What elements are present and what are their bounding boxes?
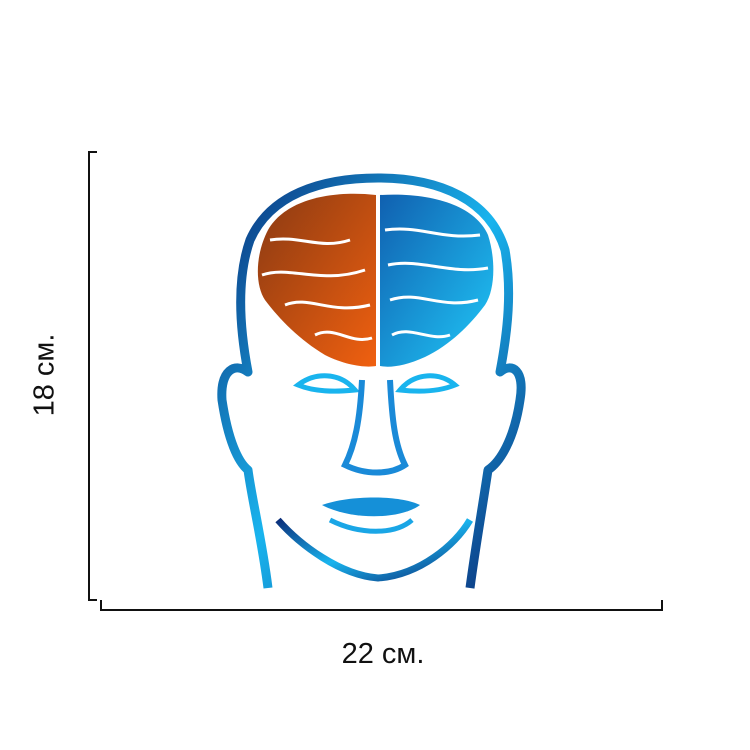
height-dimension-line bbox=[88, 151, 97, 601]
width-dimension-line bbox=[100, 600, 663, 611]
left-hemisphere bbox=[257, 193, 376, 367]
head-drawing bbox=[217, 173, 526, 589]
height-label: 18 см. bbox=[28, 333, 61, 417]
width-label: 22 см. bbox=[341, 638, 425, 670]
right-hemisphere bbox=[380, 194, 494, 367]
